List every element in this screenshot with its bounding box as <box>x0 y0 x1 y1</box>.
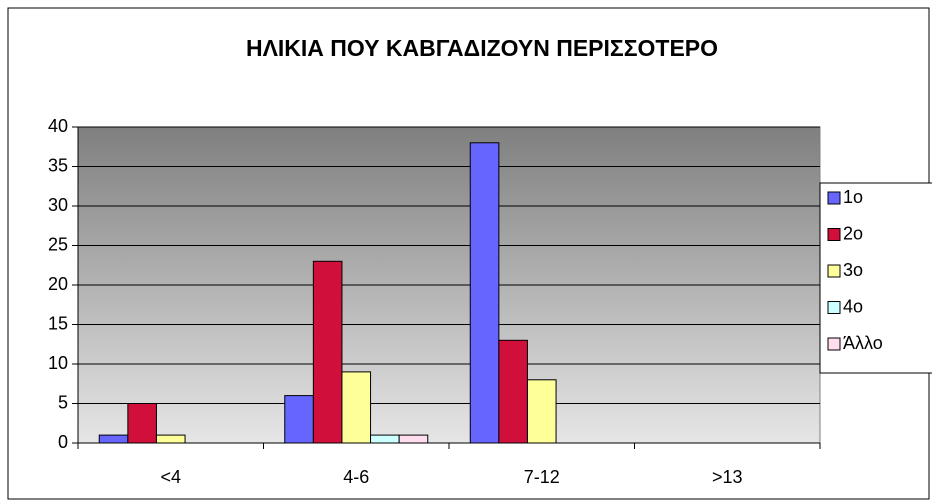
legend-swatch <box>827 264 841 278</box>
bar <box>284 395 314 444</box>
x-tick-label: 4-6 <box>343 467 369 487</box>
legend-swatch <box>827 337 841 351</box>
y-tick-label: 5 <box>58 392 68 412</box>
bar <box>312 260 343 444</box>
bar <box>155 434 186 444</box>
bar <box>526 379 557 444</box>
y-tick-label: 20 <box>48 274 68 294</box>
x-tick-label: 7-12 <box>524 467 560 487</box>
x-tick-label: >13 <box>712 467 743 487</box>
bar <box>370 434 400 444</box>
y-tick-label: 30 <box>48 195 68 215</box>
legend: 1ο 2ο 3ο 4ο Άλλο <box>819 182 932 374</box>
chart-title: ΗΛΙΚΙΑ ΠΟΥ ΚΑΒΓΑΔΙΖΟΥΝ ΠΕΡΙΣΣΟΤΕΡΟ <box>246 35 718 61</box>
bar <box>127 403 157 444</box>
y-tick-label: 25 <box>48 234 68 254</box>
bar <box>498 339 528 444</box>
bar <box>398 434 429 444</box>
legend-label: 2ο <box>843 223 863 243</box>
y-tick-label: 10 <box>48 353 68 373</box>
bar <box>469 142 500 444</box>
bar <box>98 434 129 444</box>
y-tick-label: 40 <box>48 116 68 136</box>
y-tick-label: 0 <box>58 432 68 452</box>
legend-swatch <box>827 301 841 314</box>
legend-swatch <box>827 228 841 241</box>
legend-label: 3ο <box>843 260 863 280</box>
x-tick-label: <4 <box>160 467 181 487</box>
y-tick-label: 15 <box>48 313 68 333</box>
legend-swatch <box>827 191 841 205</box>
legend-label: 1ο <box>843 187 863 207</box>
legend-label: 4ο <box>843 296 863 316</box>
legend-label: Άλλο <box>843 333 883 353</box>
y-tick-label: 35 <box>48 155 68 175</box>
bar <box>341 371 372 444</box>
